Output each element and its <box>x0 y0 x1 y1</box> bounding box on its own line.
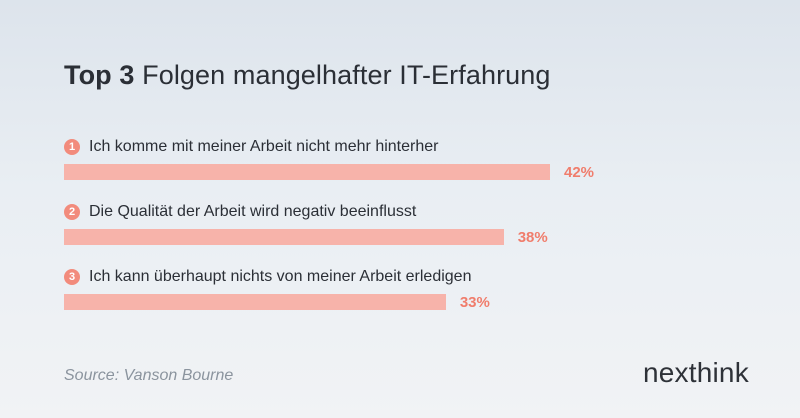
rank-badge: 1 <box>64 139 80 155</box>
chart-title-rest: Folgen mangelhafter IT-Erfahrung <box>142 60 551 90</box>
chart-row: 1 Ich komme mit meiner Arbeit nicht mehr … <box>64 137 764 181</box>
category-label: Ich komme mit meiner Arbeit nicht mehr h… <box>89 138 439 155</box>
rank-badge: 2 <box>64 204 80 220</box>
chart-row-label-row: 1 Ich komme mit meiner Arbeit nicht mehr … <box>64 137 764 157</box>
rank-badge: 3 <box>64 269 80 285</box>
value-label: 33% <box>459 294 490 311</box>
chart-title-bold: Top 3 <box>64 60 135 90</box>
category-label: Die Qualität der Arbeit wird negativ bee… <box>89 203 417 220</box>
chart-row: 3 Ich kann überhaupt nichts von meiner Ar… <box>64 267 764 311</box>
bar-chart: 1 Ich komme mit meiner Arbeit nicht mehr … <box>64 0 764 330</box>
bar <box>64 229 504 245</box>
bar <box>64 164 550 180</box>
chart-title: Top 3 Folgen mangelhafter IT-Erfahrung <box>64 60 551 91</box>
chart-row-label-row: 3 Ich kann überhaupt nichts von meiner Ar… <box>64 267 764 287</box>
nexthink-logo: nexthink <box>643 357 749 388</box>
source-note: Source: Vanson Bourne <box>64 367 234 384</box>
value-label: 38% <box>517 229 548 246</box>
bar <box>64 294 446 310</box>
chart-row: 2 Die Qualität der Arbeit wird negativ be… <box>64 202 764 246</box>
value-label: 42% <box>564 164 595 181</box>
category-label: Ich kann überhaupt nichts von meiner Arb… <box>89 268 472 285</box>
chart-row-label-row: 2 Die Qualität der Arbeit wird negativ be… <box>64 202 764 222</box>
